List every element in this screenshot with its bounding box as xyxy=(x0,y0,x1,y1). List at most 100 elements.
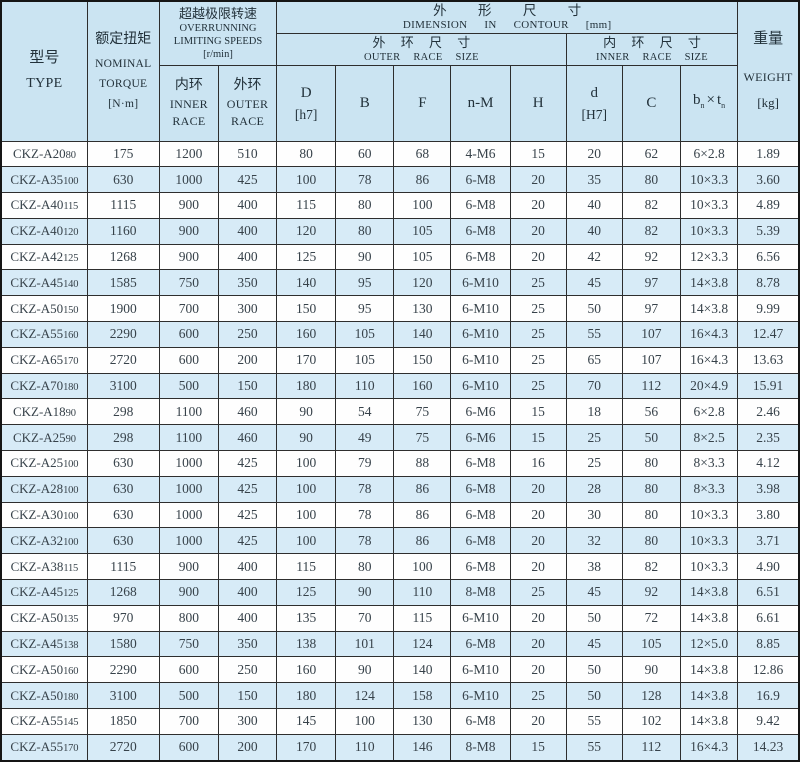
cell-F: 86 xyxy=(393,527,452,555)
cell-inner-race-speed: 1000 xyxy=(158,166,219,194)
cell-bn-x-tn: 6×2.8 xyxy=(679,140,739,168)
cell-outer-race-speed: 425 xyxy=(217,527,278,555)
cell-outer-race-speed: 425 xyxy=(217,475,278,503)
cell-C: 97 xyxy=(621,295,681,323)
cell-inner-race-speed: 900 xyxy=(158,243,219,271)
cell-nominal-torque: 1160 xyxy=(86,217,160,245)
cell-F: 100 xyxy=(393,192,452,219)
cell-n-M: 6-M10 xyxy=(450,372,511,400)
cell-bn-x-tn: 8×3.3 xyxy=(679,450,739,477)
cell-nominal-torque: 1115 xyxy=(86,192,160,219)
cell-B: 80 xyxy=(335,553,395,581)
cell-H: 25 xyxy=(509,372,567,400)
cell-B: 90 xyxy=(335,656,395,684)
cell-C: 92 xyxy=(621,243,681,271)
cell-nominal-torque: 630 xyxy=(86,450,160,477)
table-row: CKZ-A55145 1850 700 300 145 100 130 6-M8 20 55 102… xyxy=(0,708,800,735)
cell-weight: 12.86 xyxy=(737,656,800,684)
cell-inner-race-speed: 900 xyxy=(158,217,219,245)
cell-n-M: 6-M10 xyxy=(450,682,511,710)
cell-B: 110 xyxy=(335,372,395,400)
cell-F: 110 xyxy=(393,579,452,606)
table-row: CKZ-A38115 1115 900 400 115 80 100 6-M8 20 38 82 10… xyxy=(0,553,800,581)
speeds-header-unit: [r/min] xyxy=(203,48,233,60)
cell-n-M: 6-M8 xyxy=(450,475,511,503)
cell-type: CKZ-A28100 xyxy=(0,475,88,503)
table-row: CKZ-A50160 2290 600 250 160 90 140 6-M10 20 50 90 1… xyxy=(0,656,800,684)
cell-bn-x-tn: 16×4.3 xyxy=(679,346,739,374)
cell-F: 100 xyxy=(393,553,452,581)
cell-d: 50 xyxy=(565,656,623,684)
cell-nominal-torque: 1585 xyxy=(86,269,160,297)
d-symbol: d xyxy=(590,85,599,101)
cell-C: 80 xyxy=(621,166,681,194)
torque-header-line1: NOMINAL xyxy=(95,57,152,70)
cell-weight: 1.89 xyxy=(737,140,800,168)
cell-F: 68 xyxy=(393,140,452,168)
cell-F: 86 xyxy=(393,475,452,503)
type-header-zh: 型号 xyxy=(29,50,60,67)
cell-bn-x-tn: 16×4.3 xyxy=(679,321,739,348)
cell-F: 158 xyxy=(393,682,452,710)
cell-outer-race-speed: 460 xyxy=(217,398,278,426)
outer-race-line2: RACE xyxy=(230,114,265,128)
cell-d: 25 xyxy=(565,450,623,477)
cell-nominal-torque: 2720 xyxy=(86,733,160,762)
cell-nominal-torque: 1850 xyxy=(86,708,160,735)
cell-inner-race-speed: 600 xyxy=(158,346,219,374)
cell-weight: 9.42 xyxy=(737,708,800,735)
cell-F: 140 xyxy=(393,321,452,348)
cell-nominal-torque: 1580 xyxy=(86,630,160,658)
cell-n-M: 6-M8 xyxy=(450,630,511,658)
cell-n-M: 6-M10 xyxy=(450,321,511,348)
cell-D: 100 xyxy=(276,450,337,477)
cell-bn-x-tn: 12×3.3 xyxy=(679,243,739,271)
cell-C: 72 xyxy=(621,604,681,632)
cell-C: 112 xyxy=(621,733,681,762)
cell-H: 25 xyxy=(509,295,567,323)
B-symbol: B xyxy=(359,95,370,111)
cell-type: CKZ-A45140 xyxy=(0,269,88,297)
cell-d: 45 xyxy=(565,630,623,658)
cell-type: CKZ-A50160 xyxy=(0,656,88,684)
cell-inner-race-speed: 500 xyxy=(158,372,219,400)
cell-H: 20 xyxy=(509,243,567,271)
cell-H: 25 xyxy=(509,269,567,297)
cell-B: 78 xyxy=(335,501,395,529)
table-row: CKZ-A50135 970 800 400 135 70 115 6-M10 20 50 72 14… xyxy=(0,604,800,632)
cell-D: 80 xyxy=(276,140,337,168)
cell-outer-race-speed: 350 xyxy=(217,269,278,297)
cell-bn-x-tn: 10×3.3 xyxy=(679,192,739,219)
cell-F: 140 xyxy=(393,656,452,684)
cell-nominal-torque: 630 xyxy=(86,166,160,194)
cell-inner-race-speed: 600 xyxy=(158,733,219,762)
cell-D: 115 xyxy=(276,192,337,219)
table-row: CKZ-A55170 2720 600 200 170 110 146 8-M8 15 55 112… xyxy=(0,733,800,762)
cell-H: 25 xyxy=(509,321,567,348)
cell-D: 125 xyxy=(276,243,337,271)
header-row-columns: 内环 INNER RACE 外环 OUTER RACE D [h7] B F n… xyxy=(1,64,799,142)
cell-H: 15 xyxy=(509,398,567,426)
cell-H: 20 xyxy=(509,708,567,735)
cell-D: 120 xyxy=(276,217,337,245)
cell-C: 128 xyxy=(621,682,681,710)
cell-nominal-torque: 3100 xyxy=(86,682,160,710)
cell-n-M: 6-M8 xyxy=(450,192,511,219)
cell-n-M: 6-M8 xyxy=(450,708,511,735)
cell-outer-race-speed: 400 xyxy=(217,217,278,245)
F-symbol: F xyxy=(418,95,427,111)
cell-bn-x-tn: 12×5.0 xyxy=(679,630,739,658)
cell-type: CKZ-A40115 xyxy=(0,192,88,219)
cell-C: 90 xyxy=(621,656,681,684)
cell-C: 82 xyxy=(621,553,681,581)
cell-type: CKZ-A55145 xyxy=(0,708,88,735)
cell-inner-race-speed: 900 xyxy=(158,579,219,606)
cell-outer-race-speed: 250 xyxy=(217,656,278,684)
cell-nominal-torque: 3100 xyxy=(86,372,160,400)
speeds-header-line2: LIMITING SPEEDS xyxy=(173,35,263,47)
cell-type: CKZ-A50150 xyxy=(0,295,88,323)
cell-n-M: 6-M8 xyxy=(450,166,511,194)
cell-F: 130 xyxy=(393,708,452,735)
cell-weight: 13.63 xyxy=(737,346,800,374)
cell-C: 82 xyxy=(621,192,681,219)
